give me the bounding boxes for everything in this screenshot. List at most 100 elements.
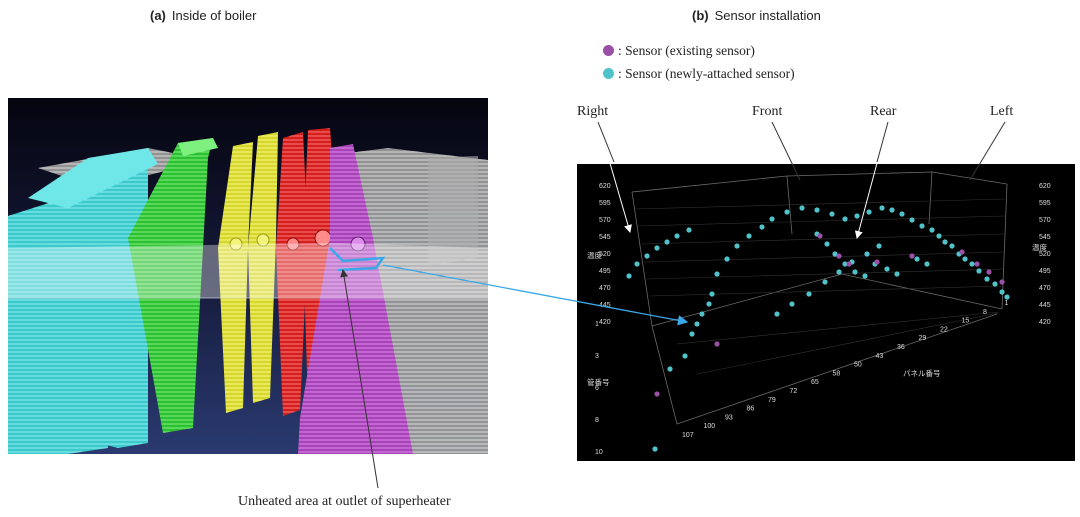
pipe-tick: 6 — [595, 385, 599, 392]
temp-tick-left: 445 — [599, 302, 611, 309]
sensor-dot-new — [832, 251, 838, 257]
panel-tick: 29 — [919, 335, 927, 342]
panel-tick: 43 — [876, 353, 884, 360]
sensor-dot-existing — [654, 391, 660, 397]
temp-tick-right: 570 — [1039, 217, 1051, 224]
panel-tick: 65 — [811, 379, 819, 386]
sensor-dot-new — [866, 209, 872, 215]
panel-tick: 8 — [983, 309, 987, 316]
panel-b-letter: (b) — [692, 8, 709, 23]
temp-tick-right: 495 — [1039, 268, 1051, 275]
temp-tick-left: 420 — [599, 319, 611, 326]
sensor-dot-new — [864, 251, 870, 257]
temp-tick-right: 445 — [1039, 302, 1051, 309]
temp-axis-label-right: 温度 — [1032, 242, 1048, 252]
temp-tick-left: 620 — [599, 183, 611, 190]
panel-tick: 1 — [1005, 300, 1009, 307]
boiler-interior-image — [8, 98, 488, 454]
panel-tick: 93 — [725, 414, 733, 421]
sensor-dot-new — [914, 256, 920, 262]
panel-tick: 58 — [833, 370, 841, 377]
sensor-dot-new — [862, 273, 868, 279]
sensor-dot-new — [842, 261, 848, 267]
sensor-dot-new — [652, 446, 658, 452]
sensor-dot-new — [789, 301, 795, 307]
sensor-dot-new — [799, 205, 805, 211]
sensor-dot-new — [924, 261, 930, 267]
sensor-dot-new — [822, 279, 828, 285]
sensor-dot-new — [806, 291, 812, 297]
sensor-dot-new — [836, 269, 842, 275]
legend-swatch-existing — [603, 45, 614, 56]
temp-tick-left: 545 — [599, 234, 611, 241]
panel-b-caption: (b) Sensor installation — [692, 8, 821, 23]
sensor-dot-existing — [714, 341, 720, 347]
callout-rear: Rear — [870, 104, 897, 119]
sensor-3d-plot: 620 595 570 545 520 495 470 445 420 620 595 570 545… — [577, 164, 1075, 461]
sensor-dot-new — [634, 261, 640, 267]
panel-a-caption: (a) Inside of boiler — [150, 8, 256, 23]
sensor-dot-new — [1004, 294, 1010, 300]
panel-tick: 15 — [962, 318, 970, 325]
callout-front: Front — [752, 104, 783, 119]
panel-axis-label: パネル番号 — [903, 368, 941, 378]
legend-label-existing: : Sensor (existing sensor) — [618, 43, 755, 58]
sensor-dot-new — [942, 239, 948, 245]
plot-box-frame — [631, 171, 1008, 425]
sensor-dot-new — [976, 268, 982, 274]
sensor-plot-svg: 620 595 570 545 520 495 470 445 420 620 595 570 545… — [577, 164, 1075, 461]
sensor-dot-new — [984, 276, 990, 282]
panel-tick: 36 — [897, 344, 905, 351]
sensor-dot-existing — [909, 253, 915, 259]
callout-left: Left — [990, 104, 1014, 119]
sensor-dot-new — [626, 273, 632, 279]
sensor-dot-new — [774, 311, 780, 317]
sensor-dot-new — [654, 245, 660, 251]
sensor-dot-new — [854, 213, 860, 219]
pipe-tick: 1 — [595, 321, 599, 328]
legend-label-new: : Sensor (newly-attached sensor) — [618, 66, 795, 81]
legend-swatch-new — [603, 68, 614, 79]
sensor-dot-new — [674, 233, 680, 239]
panel-tick: 22 — [940, 326, 948, 333]
temp-tick-left: 595 — [599, 200, 611, 207]
panel-tick: 100 — [704, 423, 716, 430]
callout-right: Right — [577, 104, 609, 119]
sensor-dot-new — [842, 216, 848, 222]
sensor-dot-new — [784, 209, 790, 215]
plot-gridlines — [634, 198, 1006, 375]
sensor-dot-existing — [974, 261, 980, 267]
panel-tick: 86 — [747, 406, 755, 413]
temp-tick-left: 470 — [599, 285, 611, 292]
pipe-tick: 10 — [595, 449, 603, 456]
sensor-dot-new — [962, 256, 968, 262]
sensor-dot-new — [876, 243, 882, 249]
sensor-dot-new — [884, 266, 890, 272]
temp-tick-right: 520 — [1039, 251, 1051, 258]
sensor-dot-new — [759, 224, 765, 230]
sensor-dot-new — [746, 233, 752, 239]
temp-axis-label-left: 温度 — [587, 250, 602, 260]
sensor-dot-new — [829, 211, 835, 217]
cyan-panels — [8, 148, 158, 454]
pipe-tick: 8 — [595, 417, 599, 424]
panel-tick: 107 — [682, 432, 694, 439]
panel-b-title: Sensor installation — [714, 8, 821, 23]
sensor-dot-new — [969, 261, 975, 267]
sensor-dot-new — [936, 233, 942, 239]
legend-new-sensor: : Sensor (newly-attached sensor) — [603, 66, 795, 82]
sensor-dot-new — [992, 281, 998, 287]
boiler-render — [8, 98, 488, 454]
green-panel — [128, 138, 218, 433]
sensor-dot-new — [664, 239, 670, 245]
sensor-dot-new — [949, 243, 955, 249]
sensor-dot-existing — [999, 279, 1005, 285]
sensor-dot-new — [814, 207, 820, 213]
panel-a-letter: (a) — [150, 8, 166, 23]
sensor-dot-new — [899, 211, 905, 217]
sensor-dot-existing — [836, 253, 842, 259]
temp-tick-right: 420 — [1039, 319, 1051, 326]
sensor-dot-new — [929, 227, 935, 233]
unheated-area-caption: Unheated area at outlet of superheater — [238, 494, 451, 509]
sensor-dot-new — [709, 291, 715, 297]
